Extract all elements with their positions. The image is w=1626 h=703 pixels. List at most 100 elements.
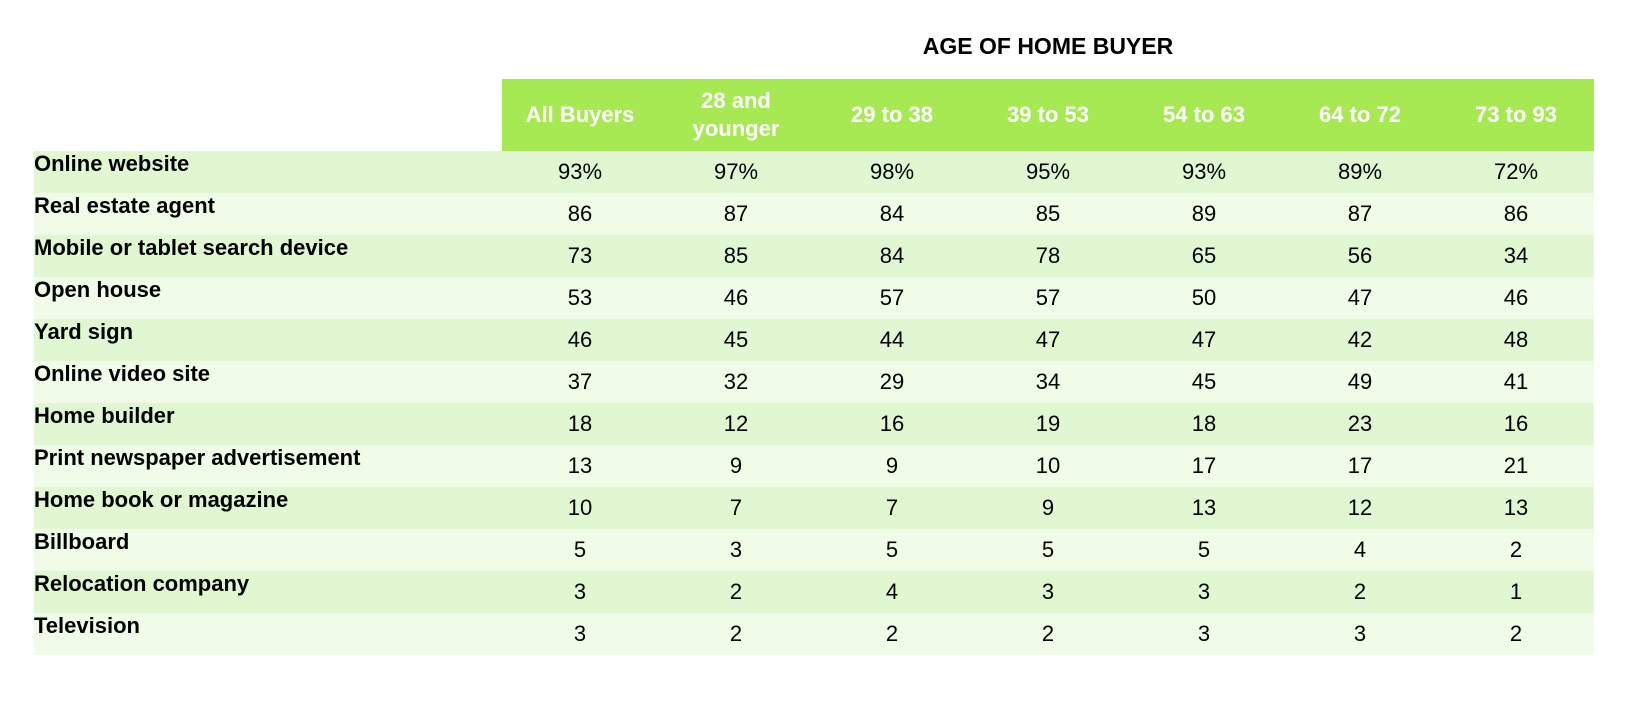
table-cell: 57 — [1035, 285, 1061, 310]
table-row: Open house 53 46 57 57 50 47 46 — [34, 277, 1594, 319]
table-cell: 57 — [879, 285, 905, 310]
table-cell: 89 — [1191, 201, 1217, 226]
table-cell: 3 — [1353, 621, 1367, 646]
home-buyer-table: All Buyers 28 and younger 29 to 38 39 to… — [34, 79, 1594, 655]
table-cell: 17 — [1191, 453, 1217, 478]
header-row: All Buyers 28 and younger 29 to 38 39 to… — [34, 79, 1594, 151]
column-header: 29 to 38 — [814, 79, 970, 151]
table-cell: 3 — [1197, 621, 1211, 646]
table-row: Billboard 5 3 5 5 5 4 2 — [34, 529, 1594, 571]
table-cell: 85 — [1035, 201, 1061, 226]
row-label: Online website — [34, 151, 190, 176]
table-cell: 93% — [557, 159, 603, 184]
table-title: AGE OF HOME BUYER — [922, 33, 1174, 59]
table-row: Online website 93% 97% 98% 95% 93% 89% 72% — [34, 151, 1594, 193]
table-cell: 46 — [1503, 285, 1529, 310]
table-cell: 9 — [1041, 495, 1055, 520]
row-label: Billboard — [34, 529, 130, 554]
header-blank — [34, 79, 502, 151]
table-cell: 4 — [1353, 537, 1367, 562]
table-cell: 4 — [885, 579, 899, 604]
row-label: Home builder — [34, 403, 175, 428]
table-cell: 95% — [1025, 159, 1071, 184]
row-label: Real estate agent — [34, 193, 215, 218]
table-cell: 29 — [879, 369, 905, 394]
table-cell: 37 — [567, 369, 593, 394]
row-label: Open house — [34, 277, 162, 302]
table-cell: 84 — [879, 243, 905, 268]
table-cell: 12 — [723, 411, 749, 436]
column-header: All Buyers — [502, 79, 658, 151]
table-cell: 13 — [1503, 495, 1529, 520]
table-cell: 47 — [1347, 285, 1373, 310]
row-label: Print newspaper advertisement — [34, 445, 361, 470]
table-row: Online video site 37 32 29 34 45 49 41 — [34, 361, 1594, 403]
row-label: Television — [34, 613, 140, 638]
table-cell: 5 — [1041, 537, 1055, 562]
table-cell: 73 — [567, 243, 593, 268]
table-cell: 53 — [567, 285, 593, 310]
table-cell: 10 — [567, 495, 593, 520]
table-cell: 93% — [1181, 159, 1227, 184]
table-cell: 85 — [723, 243, 749, 268]
table-cell: 65 — [1191, 243, 1217, 268]
table-cell: 46 — [567, 327, 593, 352]
column-header: 73 to 93 — [1438, 79, 1594, 151]
table-cell: 2 — [729, 579, 743, 604]
table-cell: 84 — [879, 201, 905, 226]
table-cell: 32 — [723, 369, 749, 394]
table-cell: 18 — [567, 411, 593, 436]
table-cell: 34 — [1503, 243, 1529, 268]
table-cell: 97% — [713, 159, 759, 184]
table-cell: 98% — [869, 159, 915, 184]
table-cell: 78 — [1035, 243, 1061, 268]
table-cell: 49 — [1347, 369, 1373, 394]
table-row: Yard sign 46 45 44 47 47 42 48 — [34, 319, 1594, 361]
table-cell: 16 — [879, 411, 905, 436]
table-cell: 48 — [1503, 327, 1529, 352]
table-cell: 42 — [1347, 327, 1373, 352]
table-cell: 47 — [1035, 327, 1061, 352]
table-cell: 87 — [723, 201, 749, 226]
table-cell: 56 — [1347, 243, 1373, 268]
table-row: Television 3 2 2 2 3 3 2 — [34, 613, 1594, 655]
table-cell: 16 — [1503, 411, 1529, 436]
table-cell: 17 — [1347, 453, 1373, 478]
table-cell: 45 — [1191, 369, 1217, 394]
table-cell: 10 — [1035, 453, 1061, 478]
table-cell: 5 — [573, 537, 587, 562]
column-header: 54 to 63 — [1126, 79, 1282, 151]
table-cell: 34 — [1035, 369, 1061, 394]
table-row: Relocation company 3 2 4 3 3 2 1 — [34, 571, 1594, 613]
table-row: Print newspaper advertisement 13 9 9 10 17 17 2… — [34, 445, 1594, 487]
table-cell: 44 — [879, 327, 905, 352]
table-cell: 45 — [723, 327, 749, 352]
table-cell: 13 — [567, 453, 593, 478]
table-cell: 1 — [1509, 579, 1523, 604]
table-cell: 41 — [1503, 369, 1529, 394]
table-cell: 3 — [1041, 579, 1055, 604]
table-cell: 86 — [1503, 201, 1529, 226]
table-cell: 50 — [1191, 285, 1217, 310]
table-cell: 47 — [1191, 327, 1217, 352]
row-label: Online video site — [34, 361, 211, 386]
row-label: Mobile or tablet search device — [34, 235, 349, 260]
table-cell: 86 — [567, 201, 593, 226]
table-cell: 3 — [729, 537, 743, 562]
row-label: Relocation company — [34, 571, 250, 596]
table-cell: 23 — [1347, 411, 1373, 436]
table-cell: 9 — [729, 453, 743, 478]
table-cell: 2 — [1509, 537, 1523, 562]
table-cell: 13 — [1191, 495, 1217, 520]
table-cell: 89% — [1337, 159, 1383, 184]
table-body: Online website 93% 97% 98% 95% 93% 89% 72% Real … — [34, 151, 1594, 655]
table-cell: 12 — [1347, 495, 1373, 520]
table-cell: 3 — [1197, 579, 1211, 604]
table-cell: 7 — [885, 495, 899, 520]
table-row: Home builder 18 12 16 19 18 23 16 — [34, 403, 1594, 445]
table-cell: 19 — [1035, 411, 1061, 436]
table-cell: 2 — [729, 621, 743, 646]
table-cell: 2 — [1509, 621, 1523, 646]
table-cell: 2 — [1041, 621, 1055, 646]
table-cell: 18 — [1191, 411, 1217, 436]
